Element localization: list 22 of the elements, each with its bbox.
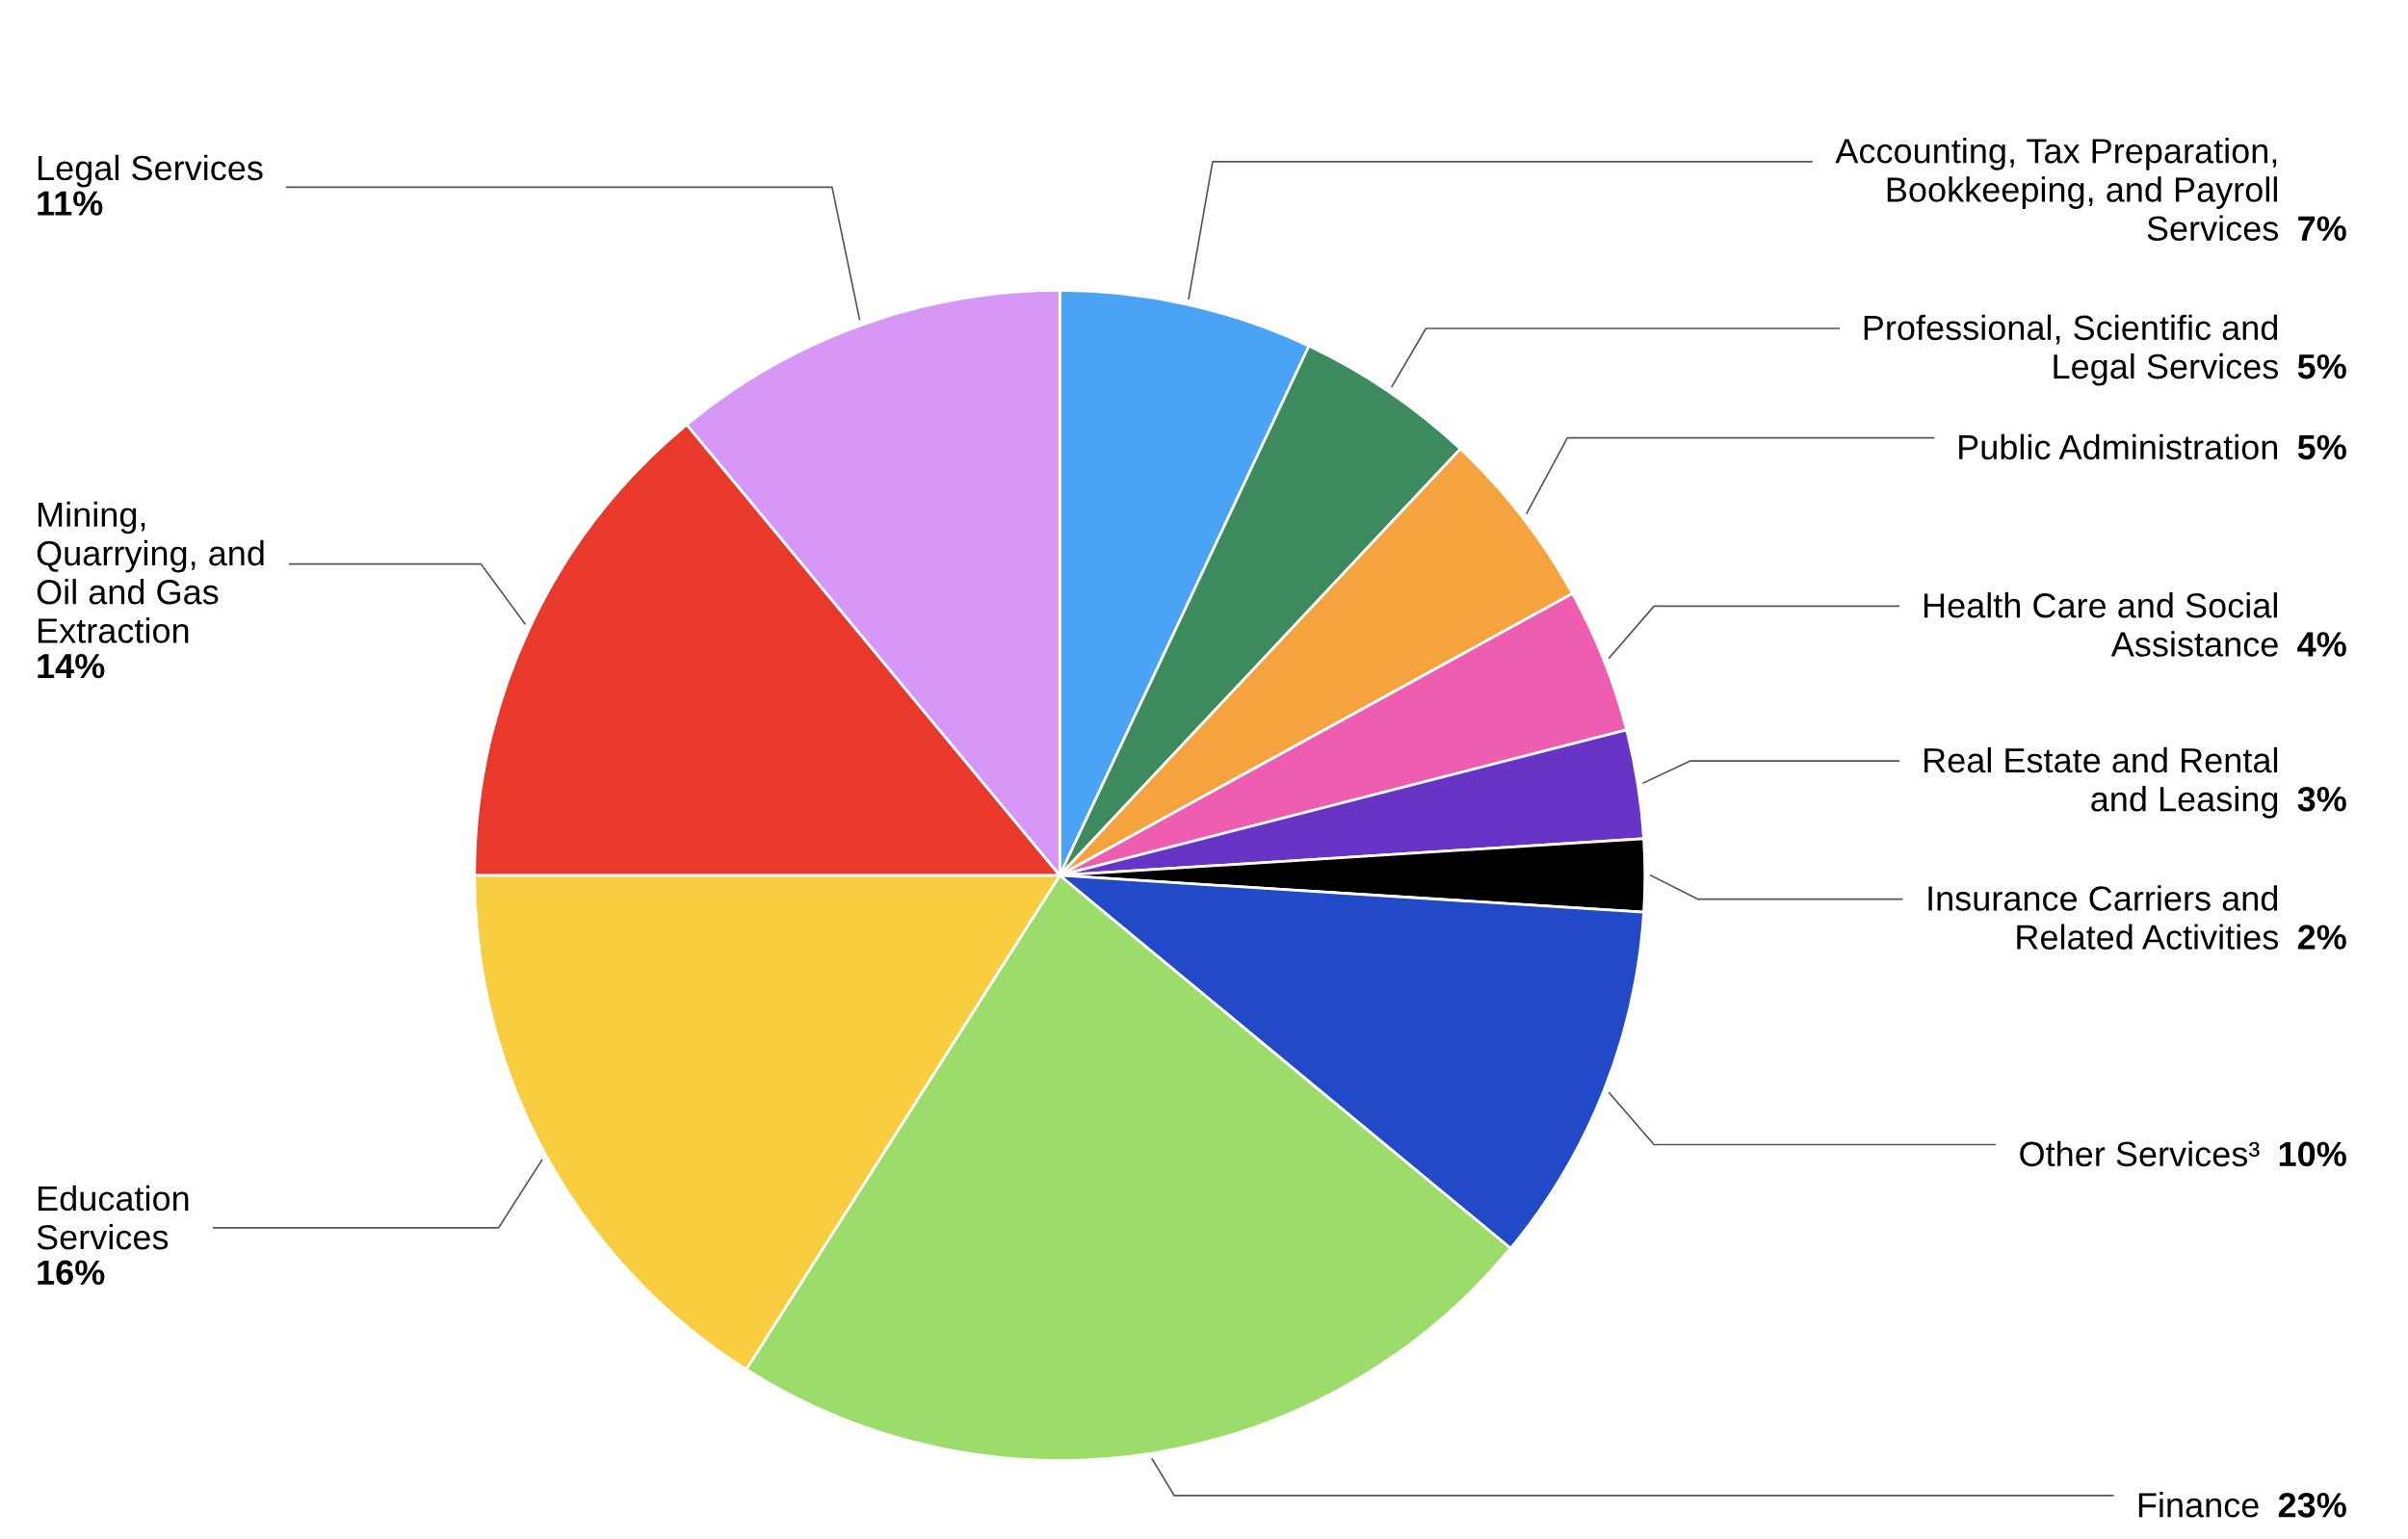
slice-label: Legal Services xyxy=(39,154,263,188)
slice-label: Professional, Scientific and Legal Services xyxy=(1864,314,2279,386)
slice-label: Real Estate and Rental and Leasing xyxy=(1924,746,2278,819)
data-label: 5% xyxy=(2297,353,2346,379)
slice-label: Mining, Quarrying, and Oil and Gas Extraction xyxy=(37,501,264,643)
data-label: 16% xyxy=(38,1260,105,1286)
data-label: 4% xyxy=(2297,632,2346,657)
slice-label: Health Care and Social Assistance xyxy=(1924,592,2278,657)
data-label: 3% xyxy=(2297,786,2346,812)
data-label: 7% xyxy=(2298,216,2346,241)
slice-label: Accounting, Tax Preparation, Bookkeeping, and Payroll Services xyxy=(1835,138,2279,242)
slice-label: Education Services xyxy=(37,1185,189,1250)
slice-label: Public Administration xyxy=(1959,433,2278,460)
data-label: 5% xyxy=(2297,434,2346,460)
data-label: 10% xyxy=(2279,1141,2346,1167)
slice-label: Finance xyxy=(2138,1492,2259,1518)
data-label: 11% xyxy=(38,191,103,216)
data-label: 23% xyxy=(2278,1493,2346,1518)
slice-label: Other Services³ xyxy=(2020,1140,2260,1167)
slice-label: Insurance Carriers and Related Activities xyxy=(1928,885,2279,950)
data-label: 14% xyxy=(38,653,105,679)
data-label: 2% xyxy=(2297,925,2346,950)
